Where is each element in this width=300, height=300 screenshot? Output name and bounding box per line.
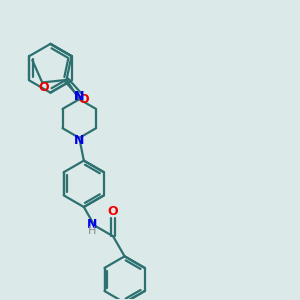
Text: N: N (74, 90, 85, 103)
Text: O: O (38, 81, 49, 94)
Text: N: N (74, 134, 85, 147)
Text: N: N (87, 218, 97, 230)
Text: O: O (108, 205, 118, 218)
Text: H: H (88, 226, 96, 236)
Text: O: O (79, 93, 89, 106)
Text: N: N (74, 90, 85, 103)
